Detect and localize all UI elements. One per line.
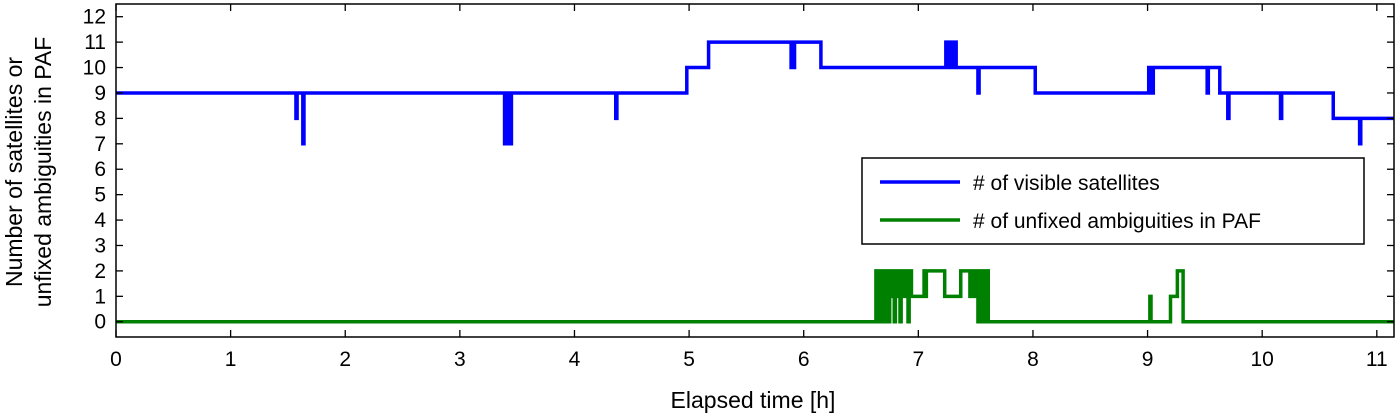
legend: # of visible satellites # of unfixed amb…	[861, 157, 1365, 245]
plot-frame	[115, 3, 1395, 338]
x-axis-title: Elapsed time [h]	[671, 387, 836, 413]
x-tick-label: 8	[1027, 348, 1039, 371]
y-tick-label: 7	[94, 133, 106, 156]
x-tick-label: 5	[683, 348, 695, 371]
x-tick-label: 3	[454, 348, 466, 371]
series-line-unfixed-ambiguities	[116, 269, 1394, 324]
x-tick-label: 7	[912, 348, 924, 371]
series-line-visible-satellites	[116, 40, 1394, 146]
y-axis-title: Number of satellites or unfixed ambiguit…	[1, 37, 56, 308]
y-tick-label: 4	[94, 209, 106, 232]
x-tick-label: 2	[339, 348, 351, 371]
y-tick-label: 2	[94, 260, 106, 283]
y-tick-label: 0	[94, 311, 106, 334]
x-tick-label: 11	[1366, 348, 1388, 371]
y-tick-label: 6	[94, 158, 106, 181]
x-axis: 0 1 2 3 4 5 6 7 8 9 10 11	[110, 4, 1388, 371]
y-axis-title-line-2: unfixed ambiguities in PAF	[30, 37, 56, 308]
y-axis-title-line-1: Number of satellites or	[1, 57, 27, 287]
y-tick-label: 3	[94, 234, 106, 257]
y-tick-label: 11	[84, 31, 106, 54]
y-tick-label: 1	[94, 285, 106, 308]
legend-label-satellites: # of visible satellites	[973, 172, 1160, 195]
x-tick-label: 1	[225, 348, 237, 371]
x-tick-label: 6	[798, 348, 810, 371]
y-tick-label: 5	[94, 184, 106, 207]
y-tick-label: 10	[83, 57, 106, 80]
x-tick-label: 0	[110, 348, 122, 371]
y-tick-label: 12	[83, 6, 106, 29]
x-tick-label: 4	[569, 348, 581, 371]
y-tick-label: 9	[94, 82, 106, 105]
y-tick-label: 8	[94, 107, 106, 130]
legend-label-ambiguities: # of unfixed ambiguities in PAF	[973, 210, 1261, 233]
x-tick-label: 9	[1142, 348, 1154, 371]
x-tick-label: 10	[1251, 348, 1274, 371]
legend-box	[861, 157, 1365, 245]
plot-area	[115, 3, 1395, 338]
